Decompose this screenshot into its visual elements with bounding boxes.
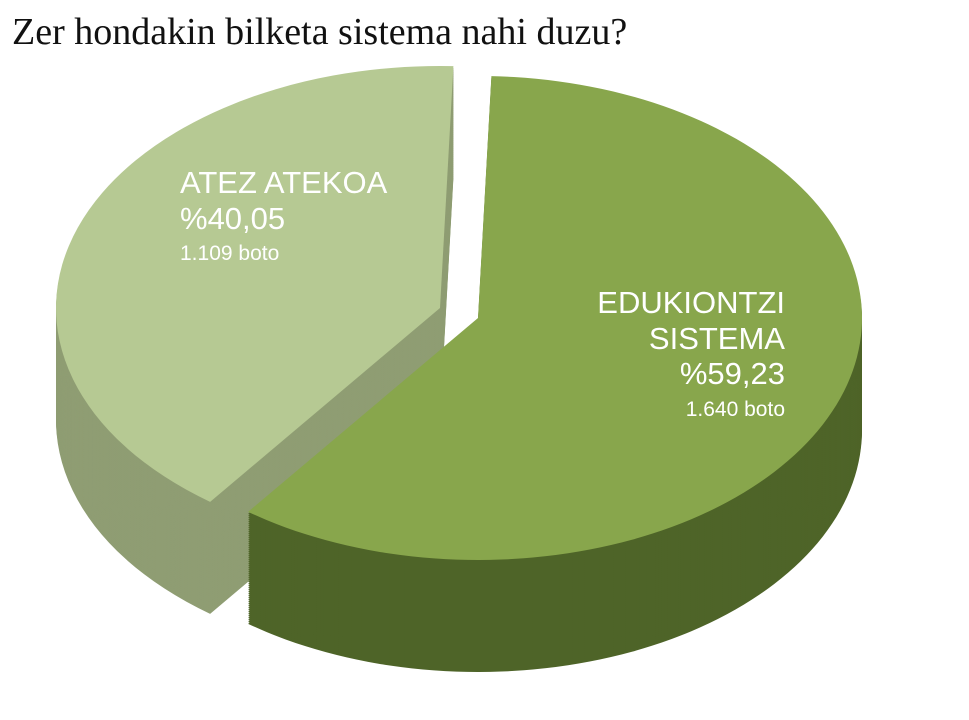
- value-label: %40,05: [180, 200, 286, 236]
- vote-label: 1.109 boto: [180, 242, 280, 266]
- slice: [56, 65, 454, 502]
- slice-label: ATEZ ATEKOA %40,05 1.109 boto: [180, 165, 440, 266]
- value-label: %59,23: [679, 356, 785, 392]
- vote-label: 1.640 boto: [685, 397, 785, 421]
- category-label: ATEZ ATEKOA: [180, 165, 388, 200]
- category-label: EDUKIONTZI SISTEMA: [597, 285, 785, 356]
- slice-label: EDUKIONTZI SISTEMA %59,23 1.640 boto: [545, 285, 785, 422]
- slice: [248, 76, 863, 560]
- chart-title: Zer hondakin bilketa sistema nahi duzu?: [12, 11, 628, 53]
